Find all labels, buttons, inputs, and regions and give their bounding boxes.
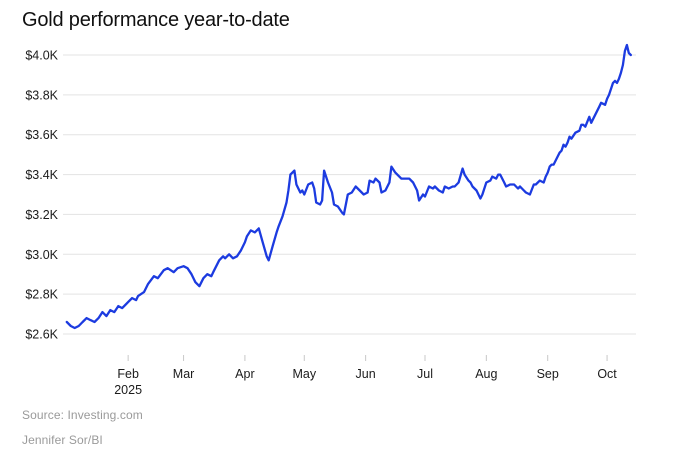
y-tick-label: $3.0K bbox=[25, 248, 58, 262]
x-tick-label: Jul bbox=[417, 367, 433, 381]
x-tick-label: Jun bbox=[356, 367, 376, 381]
y-tick-label: $3.6K bbox=[25, 128, 58, 142]
x-tick-sublabel: 2025 bbox=[114, 383, 142, 397]
y-tick-label: $2.6K bbox=[25, 328, 58, 342]
y-tick-label: $3.8K bbox=[25, 88, 58, 102]
price-line bbox=[65, 43, 632, 330]
y-tick-label: $3.2K bbox=[25, 208, 58, 222]
y-tick-label: $4.0K bbox=[25, 49, 58, 63]
x-tick-label: May bbox=[292, 367, 316, 381]
x-tick-label: Oct bbox=[597, 367, 617, 381]
y-tick-label: $2.8K bbox=[25, 288, 58, 302]
source-credit: Source: Investing.com bbox=[22, 408, 143, 422]
author-credit: Jennifer Sor/BI bbox=[22, 433, 103, 447]
y-tick-label: $3.4K bbox=[25, 168, 58, 182]
chart-title: Gold performance year-to-date bbox=[22, 9, 290, 31]
x-tick-label: Aug bbox=[475, 367, 497, 381]
x-tick-label: Mar bbox=[173, 367, 195, 381]
x-tick-label: Feb bbox=[117, 367, 139, 381]
x-tick-label: Apr bbox=[235, 367, 254, 381]
x-tick-label: Sep bbox=[537, 367, 559, 381]
